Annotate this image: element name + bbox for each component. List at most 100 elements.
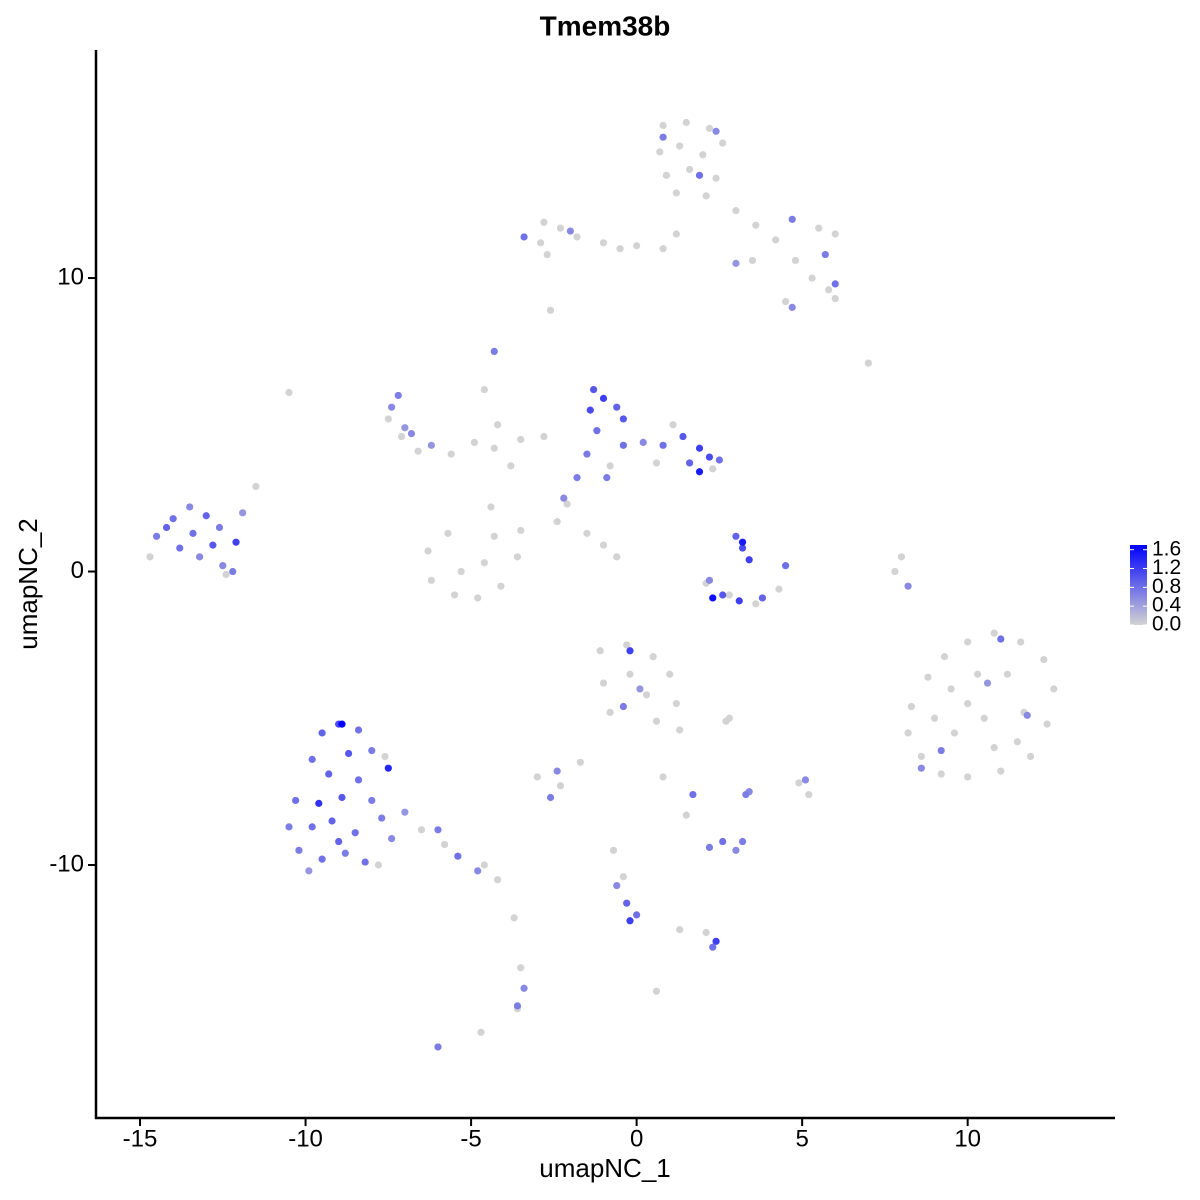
x-tick-label: 10 bbox=[954, 1125, 981, 1152]
point bbox=[599, 394, 608, 402]
point bbox=[546, 306, 555, 314]
point bbox=[619, 702, 627, 711]
point bbox=[325, 770, 333, 778]
point bbox=[507, 462, 515, 470]
point bbox=[457, 567, 465, 576]
point bbox=[781, 562, 790, 570]
colorbar: 0.00.40.81.21.6 bbox=[1130, 537, 1182, 636]
point bbox=[752, 600, 760, 608]
point bbox=[735, 597, 743, 605]
point bbox=[758, 594, 767, 602]
point bbox=[344, 749, 353, 758]
point bbox=[712, 127, 720, 135]
point bbox=[791, 256, 800, 265]
point bbox=[308, 823, 316, 831]
point bbox=[725, 714, 733, 722]
point bbox=[215, 523, 224, 532]
point bbox=[719, 837, 727, 846]
point bbox=[676, 142, 684, 150]
point bbox=[897, 553, 906, 561]
point bbox=[626, 670, 634, 678]
point bbox=[556, 782, 565, 790]
point bbox=[904, 729, 912, 737]
point bbox=[652, 717, 661, 725]
point bbox=[480, 861, 488, 869]
point bbox=[825, 286, 833, 294]
point bbox=[586, 406, 594, 414]
point bbox=[725, 591, 733, 599]
point bbox=[719, 591, 727, 599]
point bbox=[705, 453, 714, 461]
point bbox=[705, 843, 714, 852]
point bbox=[222, 570, 230, 579]
point bbox=[659, 441, 667, 449]
point bbox=[732, 206, 740, 215]
colorbar-label: 0.0 bbox=[1152, 613, 1181, 636]
point bbox=[1050, 685, 1058, 693]
point bbox=[361, 858, 369, 866]
point bbox=[642, 691, 651, 699]
point bbox=[378, 814, 386, 822]
point bbox=[801, 776, 810, 784]
chart-title: Tmem38b bbox=[540, 10, 671, 41]
point bbox=[599, 541, 608, 549]
point bbox=[533, 773, 541, 781]
point bbox=[983, 679, 992, 687]
point bbox=[490, 444, 498, 452]
point bbox=[937, 770, 945, 778]
point bbox=[239, 509, 247, 517]
point bbox=[950, 729, 959, 737]
point bbox=[964, 699, 972, 708]
point bbox=[401, 808, 409, 816]
y-tick-label: 0 bbox=[71, 557, 84, 584]
point bbox=[891, 567, 899, 576]
point bbox=[341, 849, 349, 857]
point bbox=[510, 914, 518, 922]
point bbox=[292, 796, 300, 805]
colorbar-label: 0.4 bbox=[1152, 594, 1182, 617]
point bbox=[1026, 752, 1035, 761]
x-axis-label: umapNC_1 bbox=[539, 1153, 671, 1183]
point bbox=[219, 562, 227, 570]
point bbox=[540, 218, 548, 226]
point bbox=[427, 441, 435, 449]
point bbox=[196, 553, 204, 561]
point bbox=[781, 297, 790, 306]
point bbox=[603, 474, 611, 482]
point bbox=[493, 876, 502, 884]
point bbox=[662, 171, 671, 179]
point bbox=[947, 685, 955, 693]
point bbox=[407, 429, 416, 438]
point bbox=[384, 764, 392, 772]
point bbox=[537, 239, 545, 247]
point bbox=[709, 465, 717, 473]
point bbox=[669, 421, 677, 429]
point bbox=[964, 773, 972, 781]
point bbox=[831, 280, 839, 288]
y-tick-label: -10 bbox=[49, 850, 84, 877]
point bbox=[712, 174, 720, 182]
point bbox=[1040, 655, 1048, 664]
point bbox=[623, 899, 631, 907]
point bbox=[232, 538, 240, 546]
point bbox=[964, 638, 972, 646]
point bbox=[659, 133, 667, 141]
point bbox=[633, 242, 641, 250]
point bbox=[772, 236, 780, 244]
point bbox=[1043, 720, 1051, 728]
point bbox=[517, 435, 525, 444]
point bbox=[619, 873, 627, 881]
point bbox=[543, 250, 551, 259]
x-tick-label: -15 bbox=[123, 1125, 158, 1152]
y-axis-label: umapNC_2 bbox=[13, 518, 43, 650]
point bbox=[940, 653, 949, 661]
point bbox=[152, 532, 161, 540]
point bbox=[454, 852, 462, 860]
point bbox=[864, 359, 872, 367]
point bbox=[917, 752, 925, 761]
points bbox=[146, 118, 1058, 1051]
point bbox=[480, 385, 488, 394]
point bbox=[513, 1002, 522, 1010]
point bbox=[354, 726, 363, 734]
point bbox=[695, 468, 704, 476]
